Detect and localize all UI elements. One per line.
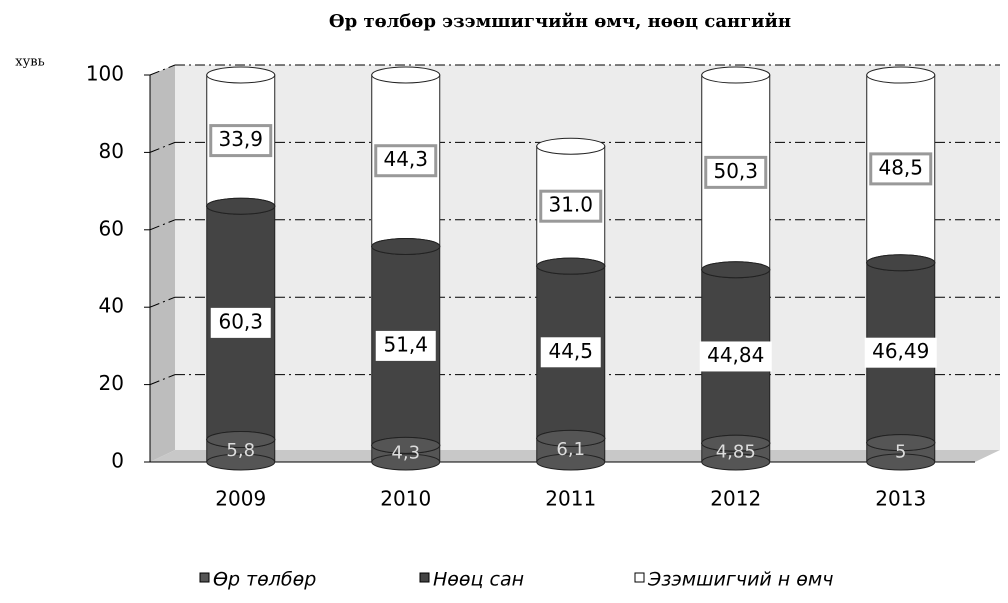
cylinder-cap [206, 197, 276, 215]
x-tick-label: 2010 [380, 487, 431, 511]
cylinder-cap [371, 436, 441, 454]
legend-label: Өр төлбөр [213, 569, 316, 591]
data-label: 48,5 [878, 155, 923, 179]
x-tick-label: 2009 [215, 487, 266, 511]
y-tick-label: 80 [99, 139, 124, 163]
data-label: 50,3 [713, 159, 758, 183]
data-label: 60,3 [218, 309, 263, 333]
data-label-box [540, 337, 601, 368]
cylinder-cap [866, 434, 936, 452]
data-label: 46,49 [872, 339, 929, 363]
cylinder-cap [371, 66, 441, 84]
cylinder-cap [866, 254, 936, 272]
grid-line [149, 374, 176, 386]
grid-line [149, 296, 176, 308]
y-axis-label: хувь [15, 55, 44, 70]
legend-swatch [634, 572, 645, 583]
grid-line [149, 219, 176, 231]
legend-swatch [199, 572, 210, 583]
data-label: 44,84 [707, 343, 764, 367]
data-label-box [864, 337, 937, 368]
data-label: 4,85 [716, 442, 756, 463]
x-tick-label: 2012 [710, 487, 761, 511]
grid-line [149, 141, 176, 153]
cylinder-cap [866, 66, 936, 84]
data-label: 51,4 [383, 332, 428, 356]
legend: Өр төлбөр Нөөц сан Эзэмшигчий н өмч [199, 569, 833, 591]
legend-label: Нөөц сан [433, 569, 524, 591]
data-label-box [375, 330, 436, 361]
x-tick-label: 2013 [875, 487, 926, 511]
cylinder-bottom [866, 453, 936, 471]
data-label: 44,3 [383, 147, 428, 171]
cylinder-cap [536, 257, 606, 275]
data-label: 31.0 [548, 193, 593, 217]
cylinder-cap [536, 429, 606, 447]
cylinder-cap [206, 431, 276, 449]
legend-label: Эзэмшигчий н өмч [647, 569, 833, 591]
data-label: 44,5 [548, 339, 593, 363]
chart-title: Өр төлбөр эзэмшигчийн өмч, нөөц сангийн [329, 11, 791, 32]
data-label: 6,1 [556, 439, 585, 460]
y-tick-label: 100 [86, 62, 124, 86]
data-label-box [209, 124, 273, 158]
cylinder-cap [701, 66, 771, 84]
data-label: 33,9 [218, 127, 263, 151]
side-wall [150, 65, 175, 462]
y-tick-label: 0 [111, 449, 124, 473]
data-label-box [374, 144, 438, 178]
cylinder-cap [536, 137, 606, 155]
data-label-box [210, 307, 271, 338]
data-label-box [704, 155, 768, 189]
cylinder-bottom [701, 453, 771, 471]
cylinder-bottom [536, 453, 606, 471]
data-label-box [539, 189, 603, 223]
y-tick-label: 60 [99, 216, 124, 240]
cylinder-cap [701, 261, 771, 279]
cylinder-cap [701, 434, 771, 452]
data-label: 5,8 [226, 440, 255, 461]
cylinder-bottom [371, 453, 441, 471]
grid-line [149, 64, 176, 76]
x-tick-label: 2011 [545, 487, 596, 511]
cylinder-bottom [206, 453, 276, 471]
cylinder-cap [371, 237, 441, 255]
y-tick-label: 20 [99, 371, 124, 395]
data-label: 4,3 [391, 443, 420, 464]
data-label: 5 [895, 441, 906, 462]
cylinder-cap [206, 66, 276, 84]
y-tick-label: 40 [99, 294, 124, 318]
data-label-box [699, 341, 772, 372]
data-label-box [869, 152, 933, 186]
legend-swatch [419, 572, 430, 583]
